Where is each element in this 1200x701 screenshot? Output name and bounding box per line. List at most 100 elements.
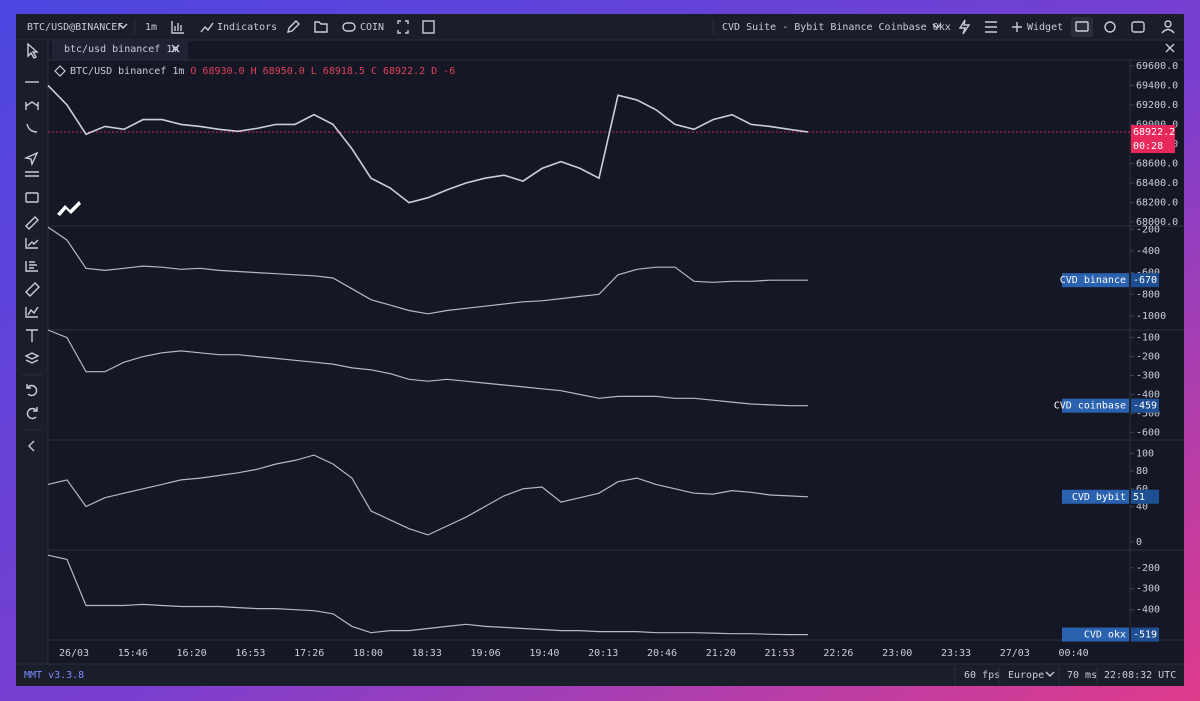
cursor-tool[interactable] bbox=[27, 42, 39, 59]
folder-icon[interactable] bbox=[314, 21, 328, 33]
value-label: 51 bbox=[1133, 492, 1145, 503]
tab[interactable] bbox=[52, 40, 188, 60]
indicators-icon[interactable] bbox=[200, 22, 214, 33]
legend-label: O bbox=[190, 66, 196, 77]
time-label: 20:46 bbox=[647, 648, 677, 659]
series-label: CVD binance bbox=[1060, 275, 1126, 286]
y-tick-label: 68600.0 bbox=[1136, 159, 1178, 170]
settings-icon[interactable] bbox=[1104, 21, 1116, 33]
legend-label: L bbox=[311, 66, 317, 77]
top-toolbar bbox=[16, 14, 1184, 40]
price-label-bg bbox=[1131, 125, 1175, 154]
tab-title[interactable]: btc/usd binancef 1m bbox=[64, 44, 178, 55]
value-label: -459 bbox=[1133, 401, 1157, 412]
value-label: -670 bbox=[1133, 275, 1157, 286]
legend-label: H bbox=[251, 66, 257, 77]
chevron[interactable] bbox=[118, 23, 128, 29]
parallel-tool[interactable] bbox=[25, 171, 39, 177]
ohlc-legend: BTC/USD binancef 1m O 68930.0 H 68950.0 L 6891… bbox=[70, 66, 455, 77]
y-tick-label: 0 bbox=[1136, 537, 1142, 548]
rect-tool[interactable] bbox=[25, 192, 39, 203]
time-label: 20:13 bbox=[588, 648, 618, 659]
path-tool[interactable] bbox=[26, 123, 38, 133]
cvd-line bbox=[47, 454, 809, 536]
y-tick-label: -200 bbox=[1136, 224, 1160, 235]
forecast-tool[interactable] bbox=[25, 306, 39, 318]
coin-button[interactable]: COIN bbox=[360, 22, 384, 33]
preset-select[interactable]: CVD Suite - Bybit Binance Coinbase Okx bbox=[722, 22, 951, 33]
close-button[interactable] bbox=[1165, 43, 1175, 53]
time-label: 27/03 bbox=[1000, 648, 1030, 659]
legend-symbol: BTC/USD binancef 1m bbox=[70, 66, 184, 77]
timeframe[interactable]: 1m bbox=[145, 22, 157, 33]
time-label: 15:46 bbox=[118, 648, 148, 659]
widget-button[interactable]: Widget bbox=[1027, 22, 1063, 33]
tab-close[interactable] bbox=[171, 44, 180, 53]
time-label: 18:33 bbox=[412, 648, 442, 659]
value-label-bg bbox=[1131, 398, 1159, 413]
user-icon[interactable] bbox=[1164, 20, 1172, 28]
chevron[interactable] bbox=[932, 23, 942, 29]
y-tick-label: -300 bbox=[1136, 584, 1160, 595]
undo-button[interactable] bbox=[26, 384, 38, 397]
alerts-icon[interactable] bbox=[958, 19, 971, 35]
chart-type-icon[interactable] bbox=[171, 21, 184, 34]
chevron[interactable] bbox=[1045, 671, 1055, 677]
trend-tool[interactable] bbox=[25, 238, 39, 249]
price-label: 68922.2 bbox=[1133, 127, 1175, 138]
y-tick-label: -1000 bbox=[1136, 311, 1166, 322]
ruler-tool[interactable] bbox=[25, 282, 40, 297]
y-tick-label: -600 bbox=[1136, 268, 1160, 279]
y-tick-label: 40 bbox=[1136, 502, 1148, 513]
series-label-bg bbox=[1062, 273, 1129, 288]
coin-icon[interactable] bbox=[342, 22, 356, 32]
series-label-bg bbox=[1062, 398, 1129, 413]
time-label: 23:33 bbox=[941, 648, 971, 659]
time-label: 17:26 bbox=[294, 648, 324, 659]
brand-logo bbox=[57, 201, 81, 216]
y-tick-label: 100 bbox=[1136, 448, 1154, 459]
time-label: 21:53 bbox=[765, 648, 795, 659]
legend-value: -6 bbox=[443, 66, 455, 77]
plus-icon[interactable] bbox=[1012, 22, 1022, 32]
user-icon[interactable] bbox=[1161, 28, 1175, 34]
indicators-button[interactable]: Indicators bbox=[217, 22, 277, 33]
fps: 60 fps bbox=[964, 670, 1000, 681]
y-tick-label: 69600.0 bbox=[1136, 61, 1178, 72]
value-label-bg bbox=[1131, 489, 1159, 504]
layers-tool[interactable] bbox=[24, 352, 40, 364]
price-line-series bbox=[47, 84, 809, 204]
latency: 70 ms bbox=[1067, 670, 1097, 681]
y-tick-label: -400 bbox=[1136, 389, 1160, 400]
arrow-tool[interactable] bbox=[23, 151, 39, 167]
status-bar bbox=[16, 664, 1184, 686]
y-tick-label: -200 bbox=[1136, 563, 1160, 574]
series-label: CVD bybit bbox=[1072, 492, 1126, 503]
brush-tool[interactable] bbox=[25, 216, 39, 230]
save-icon[interactable] bbox=[422, 20, 435, 34]
fullscreen-icon[interactable] bbox=[397, 20, 409, 34]
legend-value: 68950.0 bbox=[263, 66, 305, 77]
value-label-bg bbox=[1131, 273, 1159, 288]
collapse-button[interactable] bbox=[28, 440, 35, 452]
list-icon[interactable] bbox=[985, 21, 997, 33]
version: MMT v3.3.8 bbox=[24, 670, 84, 681]
redo-button[interactable] bbox=[26, 407, 38, 420]
screenshot-button[interactable] bbox=[1071, 17, 1093, 37]
fork-tool[interactable] bbox=[25, 101, 39, 110]
y-tick-label: -300 bbox=[1136, 371, 1160, 382]
bot-icon[interactable] bbox=[1131, 21, 1145, 33]
time-label: 26/03 bbox=[59, 648, 89, 659]
draw-icon[interactable] bbox=[287, 20, 300, 33]
fib-tool[interactable] bbox=[25, 261, 38, 272]
symbol[interactable]: BTC/USD@BINANCEF bbox=[27, 22, 123, 33]
camera-icon[interactable] bbox=[1075, 21, 1089, 32]
time-label: 21:20 bbox=[706, 648, 736, 659]
value-label-bg bbox=[1131, 627, 1159, 642]
region-select[interactable]: Europe bbox=[1008, 670, 1044, 681]
text-tool[interactable] bbox=[26, 329, 38, 342]
time-label: 19:06 bbox=[471, 648, 501, 659]
legend-value: 68922.2 bbox=[383, 66, 425, 77]
